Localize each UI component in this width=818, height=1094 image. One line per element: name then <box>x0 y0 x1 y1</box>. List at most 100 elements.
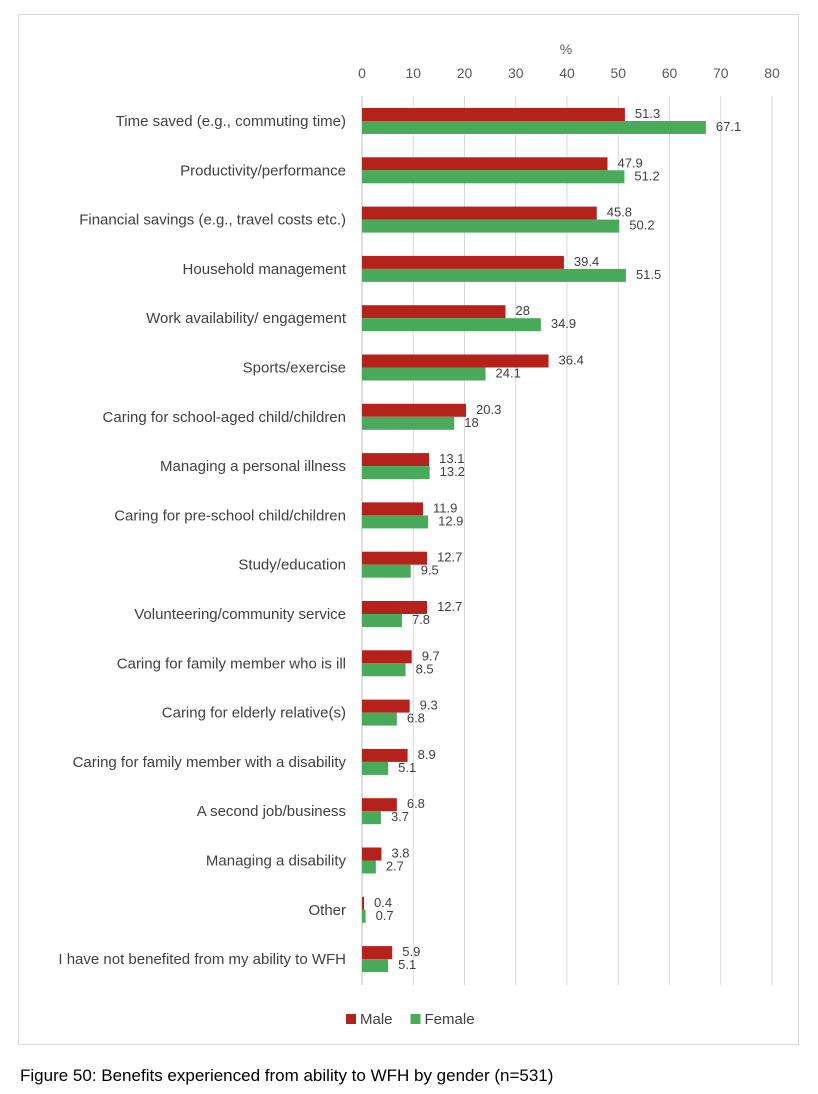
category-label: Caring for family member with a disabili… <box>73 754 347 771</box>
category-label: Financial savings (e.g., travel costs et… <box>79 212 346 229</box>
male-data-label: 12.7 <box>437 599 462 614</box>
male-legend-swatch <box>346 1014 356 1024</box>
female-bar <box>362 416 455 430</box>
female-bar <box>362 515 429 529</box>
female-data-label: 18 <box>464 415 478 430</box>
female-data-label: 51.5 <box>636 267 661 282</box>
male-bar <box>362 896 365 910</box>
female-legend-swatch <box>410 1014 421 1024</box>
female-bar <box>362 318 541 332</box>
male-bar <box>362 453 430 467</box>
female-legend-label: Female <box>425 1011 475 1028</box>
female-bar <box>362 663 406 677</box>
x-tick-label: 70 <box>713 65 729 81</box>
male-bar <box>362 206 597 220</box>
female-bar <box>362 219 620 233</box>
category-label: A second job/business <box>197 803 346 820</box>
male-data-label: 12.7 <box>437 550 462 565</box>
male-bar <box>362 946 393 960</box>
female-data-label: 12.9 <box>438 513 463 528</box>
male-bar <box>362 847 382 861</box>
x-tick-label: 50 <box>610 65 626 81</box>
female-data-label: 5.1 <box>398 760 416 775</box>
male-bar <box>362 699 410 713</box>
male-data-label: 3.8 <box>391 846 409 861</box>
male-data-label: 45.8 <box>607 205 632 220</box>
male-bar <box>362 798 397 812</box>
x-tick-label: 80 <box>764 65 780 81</box>
male-bar <box>362 157 608 171</box>
female-data-label: 6.8 <box>407 711 425 726</box>
category-label: Volunteering/community service <box>134 606 346 623</box>
female-bar <box>362 811 381 825</box>
male-data-label: 36.4 <box>559 353 584 368</box>
x-tick-label: 20 <box>457 65 473 81</box>
female-bar <box>362 564 411 578</box>
category-label: Caring for pre-school child/children <box>114 507 346 524</box>
category-label: I have not benefited from my ability to … <box>58 951 346 968</box>
male-data-label: 47.9 <box>617 155 642 170</box>
male-data-label: 28 <box>516 303 530 318</box>
female-bar <box>362 959 389 973</box>
female-data-label: 13.2 <box>440 464 465 479</box>
category-label: Managing a disability <box>206 853 347 870</box>
male-bar <box>362 502 423 516</box>
male-data-label: 11.9 <box>433 500 457 515</box>
female-bar <box>362 712 397 726</box>
male-data-label: 20.3 <box>476 402 501 417</box>
x-tick-label: 0 <box>358 65 366 81</box>
male-data-label: 5.9 <box>402 944 420 959</box>
female-bar <box>362 466 430 480</box>
female-bar <box>362 170 625 184</box>
male-data-label: 51.3 <box>635 106 660 121</box>
female-bar <box>362 909 366 923</box>
female-data-label: 9.5 <box>421 563 439 578</box>
category-label: Caring for elderly relative(s) <box>162 705 346 722</box>
chart-frame <box>18 14 799 1045</box>
female-data-label: 0.7 <box>376 908 394 923</box>
category-label: Other <box>308 902 346 919</box>
category-label: Household management <box>183 261 347 278</box>
male-data-label: 39.4 <box>574 254 599 269</box>
female-data-label: 34.9 <box>551 316 576 331</box>
female-data-label: 24.1 <box>496 366 521 381</box>
female-data-label: 50.2 <box>629 218 654 233</box>
female-data-label: 2.7 <box>386 859 404 874</box>
male-data-label: 6.8 <box>407 796 425 811</box>
female-data-label: 5.1 <box>398 957 416 972</box>
male-bar <box>362 305 506 319</box>
x-tick-label: 60 <box>662 65 678 81</box>
female-data-label: 3.7 <box>391 809 409 824</box>
category-label: Caring for family member who is ill <box>117 655 346 672</box>
category-label: Time saved (e.g., commuting time) <box>116 113 346 130</box>
female-data-label: 8.5 <box>416 661 434 676</box>
figure-caption: Figure 50: Benefits experienced from abi… <box>20 1066 554 1085</box>
male-bar <box>362 650 412 664</box>
male-bar <box>362 255 564 269</box>
x-tick-label: 30 <box>508 65 524 81</box>
x-tick-label: 40 <box>559 65 575 81</box>
female-bar <box>362 614 402 627</box>
category-label: Caring for school-aged child/children <box>103 409 346 426</box>
male-legend-label: Male <box>360 1011 393 1028</box>
female-bar <box>362 761 389 775</box>
x-axis-title: % <box>560 41 572 57</box>
category-label: Managing a personal illness <box>160 458 346 475</box>
category-label: Study/education <box>238 557 346 574</box>
female-data-label: 67.1 <box>716 119 741 134</box>
category-label: Work availability/ engagement <box>146 310 347 327</box>
male-data-label: 9.7 <box>422 648 440 663</box>
male-data-label: 13.1 <box>439 451 464 466</box>
bar-chart: 0 10 20 30 40 50 60 70 80% Time saved (e.g., comm… <box>58 41 780 1028</box>
male-data-label: 9.3 <box>420 698 438 713</box>
male-bar <box>362 551 428 565</box>
female-bar <box>362 367 486 381</box>
female-data-label: 51.2 <box>634 168 659 183</box>
male-bar <box>362 748 408 762</box>
female-bar <box>362 268 626 282</box>
male-bar <box>362 354 549 368</box>
female-bar <box>362 860 376 874</box>
x-tick-label: 10 <box>405 65 421 81</box>
category-label: Sports/exercise <box>243 360 346 377</box>
male-bar <box>362 108 625 121</box>
